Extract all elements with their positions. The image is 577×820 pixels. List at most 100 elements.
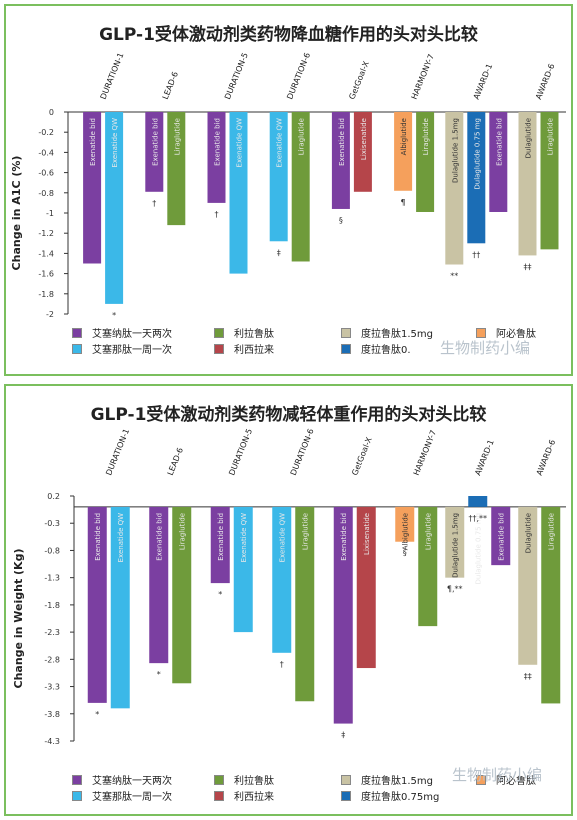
legend-swatch: [341, 343, 351, 354]
legend-label: 度拉鲁肽0.75mg: [361, 792, 440, 803]
significance-mark: **: [450, 272, 458, 281]
trial-name-label: LEAD-6: [161, 70, 180, 100]
legend-item: 艾塞那肽一周一次: [72, 788, 172, 803]
significance-mark: ††,**: [468, 514, 487, 523]
bar-drug-label: Liraglutide: [547, 118, 555, 155]
legend-item: 利拉鲁肽: [214, 772, 274, 787]
bar: [149, 506, 169, 664]
bar-drug-label: Exenatide bid: [156, 513, 164, 561]
bar-drug-label: Liraglutide: [422, 118, 430, 155]
legend-item: 度拉鲁肽0.: [341, 341, 411, 356]
trial-name-label: LEAD-6: [166, 446, 185, 476]
bar-drug-label: Liraglutide: [425, 513, 433, 550]
legend-swatch: [341, 790, 351, 801]
bar-drug-label: Liraglutide: [298, 118, 306, 155]
bar-drug-label: Exenatide bid: [151, 118, 159, 166]
y-axis-label: Change in A1C (%): [10, 156, 23, 271]
bar-drug-label: Exenatide bid: [89, 118, 97, 166]
bar-drug-label: Exenatide bid: [217, 513, 225, 561]
bar: [233, 506, 253, 633]
y-tick-label: -1.6: [38, 270, 54, 279]
bar-drug-label: Exenatide QW: [117, 513, 125, 563]
bar-drug-label: Albiglutide: [402, 513, 410, 550]
y-tick-label: -2.8: [44, 655, 60, 664]
trial-name-label: AWARD-6: [535, 438, 557, 476]
bar-drug-label: Exenatide QW: [111, 118, 119, 168]
bar: [540, 112, 559, 250]
a1c-chart-title: GLP-1受体激动剂类药物降血糖作用的头对头比较: [99, 25, 478, 45]
legend-swatch: [476, 327, 486, 338]
bar-drug-label: Exenatide bid: [498, 513, 506, 561]
bar: [489, 112, 508, 212]
legend-swatch: [214, 327, 224, 338]
legend-swatch: [72, 790, 82, 801]
bar-drug-label: Lixisenatide: [363, 513, 371, 555]
legend-item: 度拉鲁肽0.75mg: [341, 788, 439, 803]
bar: [353, 112, 372, 192]
bar-drug-label: Exenatide bid: [495, 118, 503, 166]
bar: [229, 112, 248, 274]
bar-drug-label: Exenatide bid: [338, 118, 346, 166]
y-tick-label: 0.2: [47, 492, 60, 501]
legend-item: 度拉鲁肽1.5mg: [341, 325, 433, 340]
legend-label: 度拉鲁肽1.5mg: [361, 776, 433, 787]
bar-drug-label: Liraglutide: [548, 513, 556, 550]
legend-swatch: [72, 343, 82, 354]
y-tick-label: -3.3: [44, 683, 60, 692]
bar: [105, 112, 124, 304]
bar-drug-label: Dulaglutide: [525, 513, 533, 553]
significance-mark: ‡‡: [524, 262, 532, 271]
y-tick-label: 0: [49, 108, 54, 117]
watermark-text-2: 生物制药小编: [452, 766, 543, 784]
bar: [331, 112, 350, 209]
y-tick-label: -0.4: [38, 148, 54, 157]
trial-name-label: DURATION-5: [223, 51, 250, 100]
legend-label: 阿必鲁肽: [496, 329, 536, 340]
y-tick-label: -0.3: [44, 519, 60, 528]
legend-swatch: [72, 327, 82, 338]
y-tick-label: -0.8: [44, 546, 60, 555]
bar: [272, 506, 292, 653]
significance-mark: *: [112, 311, 116, 320]
significance-mark: ‡: [341, 731, 345, 740]
significance-mark: §: [403, 549, 407, 558]
trial-name-label: DURATION-5: [227, 427, 254, 476]
bar: [445, 112, 464, 265]
bar: [518, 506, 538, 665]
significance-mark: ‡: [277, 248, 281, 257]
y-axis-label: Change in Weight (Kg): [12, 549, 25, 689]
legend-swatch: [341, 327, 351, 338]
weight-chart-plot: Change in Weight (Kg) 0.2 -0.3 -0.8 -1.3 -1.8…: [12, 427, 566, 746]
legend-item: 艾塞纳肽一天两次: [72, 772, 172, 787]
legend-label: 利拉鲁肽: [234, 329, 274, 340]
bar: [395, 506, 415, 542]
bar-drug-label: Exenatide bid: [214, 118, 222, 166]
bar-drug-label: Albiglutide: [400, 118, 408, 155]
trial-name-label: GetGoal-X: [347, 59, 371, 100]
bar-drug-label: Exenatide QW: [236, 118, 244, 168]
bar: [333, 506, 353, 724]
significance-mark: *: [218, 590, 222, 599]
bar-drug-label: Dulaglutide 0.75 mg: [473, 118, 481, 190]
significance-mark: †: [280, 660, 284, 669]
trial-name-label: DURATION-6: [285, 51, 312, 100]
legend-label: 利西拉来: [234, 345, 274, 356]
trial-name-label: DURATION-6: [289, 427, 316, 476]
significance-mark: ††: [472, 250, 480, 259]
significance-mark: †: [215, 210, 219, 219]
y-tick-label: -0.6: [38, 169, 54, 178]
significance-mark: §: [339, 216, 343, 225]
trial-name-label: AWARD-6: [534, 62, 556, 100]
y-tick-label: -0.2: [38, 128, 54, 137]
bar: [356, 506, 376, 669]
bar: [416, 112, 435, 212]
y-tick-label: -1.4: [38, 249, 54, 258]
weight-chart-title: GLP-1受体激动剂类药物减轻体重作用的头对头比较: [90, 405, 487, 425]
legend-item: 利西拉来: [214, 341, 274, 356]
significance-mark: ¶: [401, 198, 406, 207]
bar: [468, 496, 488, 507]
bar: [541, 506, 561, 704]
bar: [83, 112, 102, 264]
y-tick-label: -2: [46, 310, 54, 319]
bar-drug-label: Exenatide QW: [279, 513, 287, 563]
